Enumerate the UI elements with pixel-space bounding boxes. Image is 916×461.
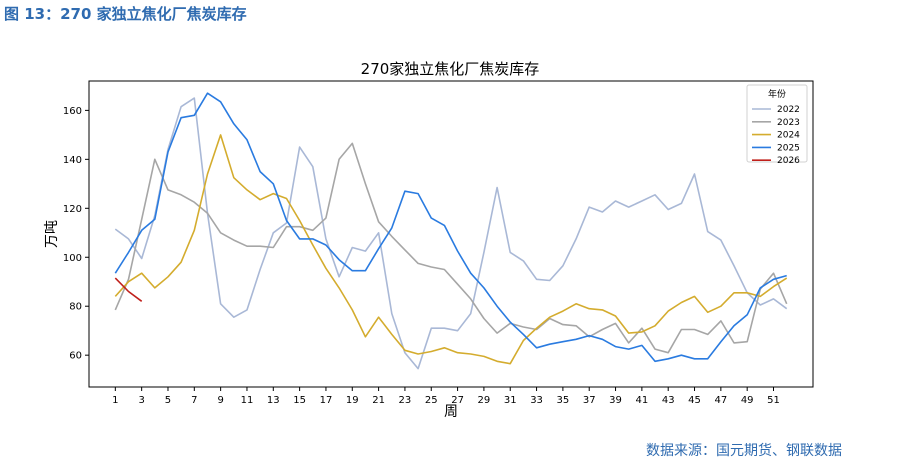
y-axis-label: 万吨 (44, 220, 60, 248)
x-tick-label: 43 (662, 395, 675, 406)
x-tick-label: 9 (217, 395, 223, 406)
x-tick-label: 51 (767, 395, 780, 406)
legend-label-2025: 2025 (777, 143, 800, 153)
legend-title: 年份 (768, 88, 786, 100)
series-line-2023 (114, 142, 788, 354)
series-line-2025 (114, 92, 787, 363)
x-tick-label: 11 (241, 395, 254, 406)
y-tick-label: 60 (69, 351, 82, 362)
x-tick-label: 35 (557, 395, 570, 406)
x-tick-label: 15 (293, 395, 306, 406)
x-tick-label: 19 (346, 395, 359, 406)
x-tick-label: 7 (191, 395, 197, 406)
x-tick-label: 33 (530, 395, 543, 406)
x-tick-label: 49 (741, 395, 754, 406)
x-tick-label: 41 (636, 395, 649, 406)
series-line-2022 (114, 97, 788, 370)
legend-label-2024: 2024 (777, 131, 800, 141)
x-tick-label: 1 (112, 395, 118, 406)
x-tick-label: 3 (138, 395, 144, 406)
x-tick-label: 37 (583, 395, 596, 406)
x-tick-label: 47 (714, 395, 727, 406)
x-tick-label: 17 (320, 395, 333, 406)
x-tick-label: 21 (372, 395, 385, 406)
legend-label-2026: 2026 (777, 156, 800, 166)
x-tick-label: 5 (165, 395, 171, 406)
x-tick-label: 31 (504, 395, 517, 406)
legend-label-2023: 2023 (777, 118, 800, 128)
plot-frame (88, 80, 814, 388)
x-axis-label: 周 (444, 404, 458, 420)
figure-caption: 图 13：270 家独立焦化厂焦炭库存 (4, 5, 247, 23)
y-tick-label: 120 (63, 204, 82, 215)
source-note: 数据来源：国元期货、钢联数据 (646, 443, 842, 459)
y-tick-label: 160 (63, 106, 82, 117)
x-tick-label: 39 (609, 395, 622, 406)
legend-label-2022: 2022 (777, 105, 800, 115)
series-line-2026 (114, 277, 143, 302)
x-tick-label: 29 (478, 395, 491, 406)
x-tick-label: 23 (399, 395, 412, 406)
x-tick-label: 45 (688, 395, 701, 406)
y-tick-label: 100 (63, 253, 82, 264)
x-tick-label: 27 (451, 395, 464, 406)
chart-title: 270家独立焦化厂焦炭库存 (361, 60, 540, 78)
legend-box (746, 84, 808, 163)
y-tick-label: 80 (69, 302, 82, 313)
legend: 年份 2022 2023 2024 2025 2026 (746, 84, 808, 166)
series-line-2024 (114, 134, 788, 365)
y-tick-label: 140 (63, 155, 82, 166)
coke-inventory-line-chart: 270家独立焦化厂焦炭库存 1 3 5 7 9 11 13 15 17 19 21 23 25 27 29 3… (44, 60, 814, 420)
x-tick-label: 25 (425, 395, 438, 406)
x-tick-label: 13 (267, 395, 280, 406)
